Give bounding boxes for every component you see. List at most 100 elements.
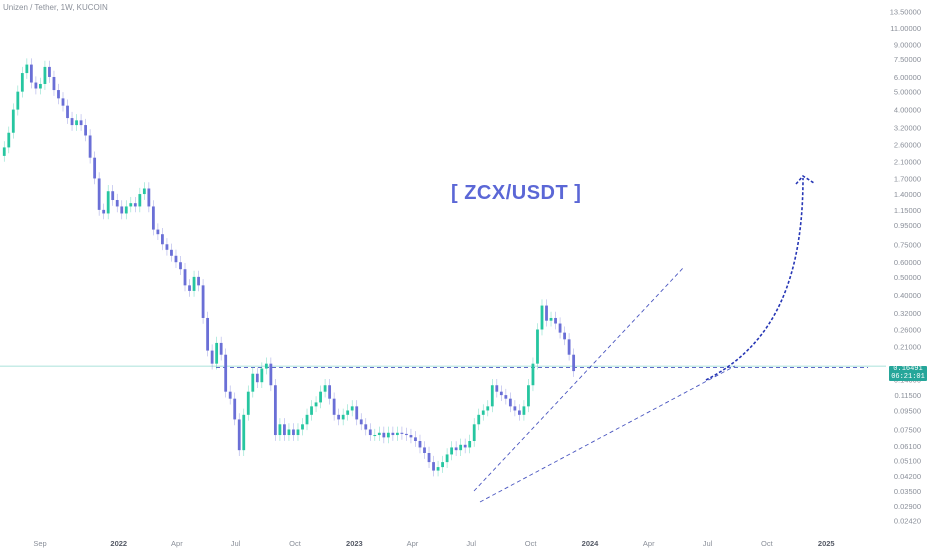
y-tick-label: 7.50000 [894,55,921,64]
candle-body [70,118,74,126]
candle-body [120,206,124,214]
candle-body [522,406,526,415]
candle-body [409,435,413,438]
channel-lower-line [479,365,736,503]
candle-body [463,444,467,448]
y-tick-label: 5.00000 [894,88,921,97]
y-tick-label: 2.10000 [894,157,921,166]
candle-body [278,424,282,436]
candle-body [255,373,259,383]
candle-body [477,414,481,425]
candle-body [129,203,133,207]
candle-body [513,406,517,411]
candle-body [115,200,119,207]
candle-body [450,447,454,455]
candle-body [75,120,78,126]
candle-body [16,91,20,110]
candle-body [66,105,69,119]
x-tick-label: 2025 [818,539,835,548]
candle-body [508,398,512,407]
candle-body [29,64,33,83]
x-tick-label: Jul [231,539,241,548]
candle-body [188,285,191,291]
candle-body [432,462,435,471]
candle-body [170,249,173,256]
candle-body [328,385,332,399]
candle-body [264,363,268,369]
candle-body [459,444,463,451]
trend-lines [0,174,886,503]
candle-body [201,285,205,318]
candle-body [481,410,485,415]
candle-body [97,178,101,210]
candle-body [563,332,566,340]
candle-body [179,262,182,270]
candle-body [210,350,214,364]
y-tick-label: 0.95000 [894,221,921,230]
candle-body [391,432,395,436]
candle-body [215,342,219,364]
candle-body [350,406,354,411]
y-tick-label: 1.40000 [894,190,921,199]
x-tick-label: 2023 [346,539,363,548]
y-tick-label: 3.20000 [894,124,921,133]
candle-body [43,66,47,84]
candle-body [545,305,548,321]
candle-body [386,432,390,438]
candle-body [174,255,178,263]
candle-body [197,276,200,286]
x-tick-label: Jul [703,539,713,548]
candle-body [52,76,56,91]
y-tick-label: 0.02900 [894,502,921,511]
candle-body [88,135,92,158]
candle-body [468,441,472,448]
time-axis: Sep 2022 Apr Jul Oct 2023 Apr Jul Oct 2024 Apr Jul O… [33,539,834,548]
y-tick-label: 0.40000 [894,291,921,300]
candle-body [165,244,169,250]
candle-body [224,354,228,392]
x-tick-label: Apr [171,539,183,548]
candle-body [445,454,449,463]
y-tick-label: 9.00000 [894,40,921,49]
candle-body [61,98,65,106]
candle-body [323,385,327,392]
candle-body [102,209,106,214]
candle-body [377,432,381,436]
x-tick-label: Oct [525,539,538,548]
y-tick-label: 0.09500 [894,406,921,415]
candle-body [332,398,336,415]
y-tick-label: 0.21000 [894,343,921,352]
candle-body [273,385,277,436]
y-tick-label: 0.03500 [894,487,921,496]
candle-body [558,323,562,333]
candle-body [147,188,151,207]
candle-body [25,64,29,74]
candle-body [206,317,210,351]
candle-body [382,432,386,438]
candle-body [156,229,160,235]
candle-body [554,317,557,324]
candle-body [111,191,115,201]
candle-body [319,391,322,403]
candle-body [11,109,15,133]
candle-body [310,406,313,415]
y-tick-label: 0.06100 [894,442,921,451]
y-tick-label: 0.32000 [894,309,921,318]
candle-body [549,317,553,321]
bar-countdown: 06:21:01 [891,372,925,381]
candle-body [84,125,87,136]
x-tick-label: Sep [33,539,46,548]
candle-body [368,429,372,436]
y-tick-label: 1.70000 [894,174,921,183]
y-tick-label: 2.60000 [894,140,921,149]
candle-body [531,363,535,386]
candle-body [242,414,246,451]
candle-body [142,188,146,195]
x-tick-label: Oct [289,539,302,548]
price-axis: 13.50000 11.00000 9.00000 7.50000 6.00000 5.0… [890,8,921,526]
candle-body [337,414,341,420]
x-tick-label: Apr [407,539,419,548]
candle-body [346,410,350,415]
candle-body [441,462,444,468]
